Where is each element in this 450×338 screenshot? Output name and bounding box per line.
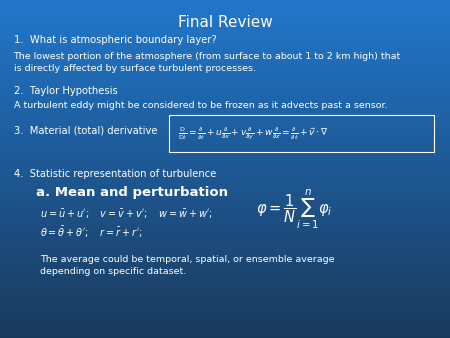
Text: 1.  What is atmospheric boundary layer?: 1. What is atmospheric boundary layer? <box>14 35 216 46</box>
Text: Final Review: Final Review <box>178 15 272 30</box>
Text: $\frac{\mathrm{D}}{\mathrm{D}t} = \frac{\partial}{\partial t}+ u\frac{\partial}{: $\frac{\mathrm{D}}{\mathrm{D}t} = \frac{… <box>178 125 328 142</box>
Text: A turbulent eddy might be considered to be frozen as it advects past a sensor.: A turbulent eddy might be considered to … <box>14 101 387 111</box>
Text: 4.  Statistic representation of turbulence: 4. Statistic representation of turbulenc… <box>14 169 216 179</box>
Text: The average could be temporal, spatial, or ensemble average
depending on specifi: The average could be temporal, spatial, … <box>40 255 335 276</box>
Text: a. Mean and perturbation: a. Mean and perturbation <box>36 186 228 199</box>
Text: 2.  Taylor Hypothesis: 2. Taylor Hypothesis <box>14 86 117 96</box>
Text: 3.  Material (total) derivative: 3. Material (total) derivative <box>14 125 157 135</box>
Text: $\theta = \bar{\theta} + \theta';\quad r = \bar{r} + r';$: $\theta = \bar{\theta} + \theta';\quad r… <box>40 225 143 240</box>
Text: $\varphi = \dfrac{1}{N}\sum_{i=1}^{n}\varphi_i$: $\varphi = \dfrac{1}{N}\sum_{i=1}^{n}\va… <box>256 188 333 231</box>
Text: $u = \bar{u} + u';\quad v = \bar{v} + v';\quad w = \bar{w} + w';$: $u = \bar{u} + u';\quad v = \bar{v} + v'… <box>40 208 214 221</box>
Text: The lowest portion of the atmosphere (from surface to about 1 to 2 km high) that: The lowest portion of the atmosphere (fr… <box>14 52 401 73</box>
